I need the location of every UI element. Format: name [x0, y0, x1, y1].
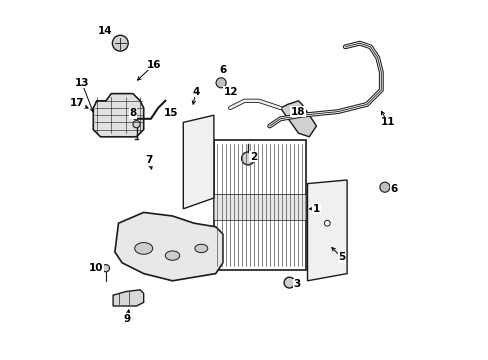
Text: 3: 3 [292, 279, 300, 289]
Ellipse shape [165, 251, 179, 260]
Text: 17: 17 [70, 98, 84, 108]
Circle shape [324, 220, 329, 226]
Text: 7: 7 [145, 155, 152, 165]
Text: 4: 4 [192, 87, 199, 97]
Circle shape [102, 265, 109, 272]
Text: 1: 1 [312, 204, 320, 214]
Text: 11: 11 [380, 117, 394, 127]
Text: 13: 13 [74, 78, 89, 88]
Text: 10: 10 [89, 263, 103, 273]
Text: 15: 15 [163, 108, 178, 118]
Circle shape [241, 152, 254, 165]
Circle shape [379, 182, 389, 192]
Text: 18: 18 [290, 107, 305, 117]
Polygon shape [307, 180, 346, 281]
Ellipse shape [134, 243, 152, 254]
Bar [213, 194, 305, 220]
Text: 5: 5 [337, 252, 345, 262]
Polygon shape [183, 115, 213, 209]
Text: 2: 2 [249, 152, 257, 162]
Text: 6: 6 [389, 184, 397, 194]
Polygon shape [280, 101, 316, 137]
Polygon shape [113, 290, 143, 306]
Text: 14: 14 [97, 26, 112, 36]
Text: 9: 9 [123, 314, 131, 324]
Text: 8: 8 [129, 108, 136, 118]
Circle shape [133, 121, 140, 128]
Text: 6: 6 [219, 65, 226, 75]
Circle shape [284, 277, 294, 288]
Text: 16: 16 [146, 60, 161, 70]
Circle shape [112, 35, 128, 51]
Bar [213, 140, 305, 270]
Polygon shape [93, 94, 143, 137]
Polygon shape [115, 212, 223, 281]
Text: 12: 12 [223, 87, 238, 97]
Ellipse shape [194, 244, 207, 253]
Circle shape [216, 78, 225, 88]
